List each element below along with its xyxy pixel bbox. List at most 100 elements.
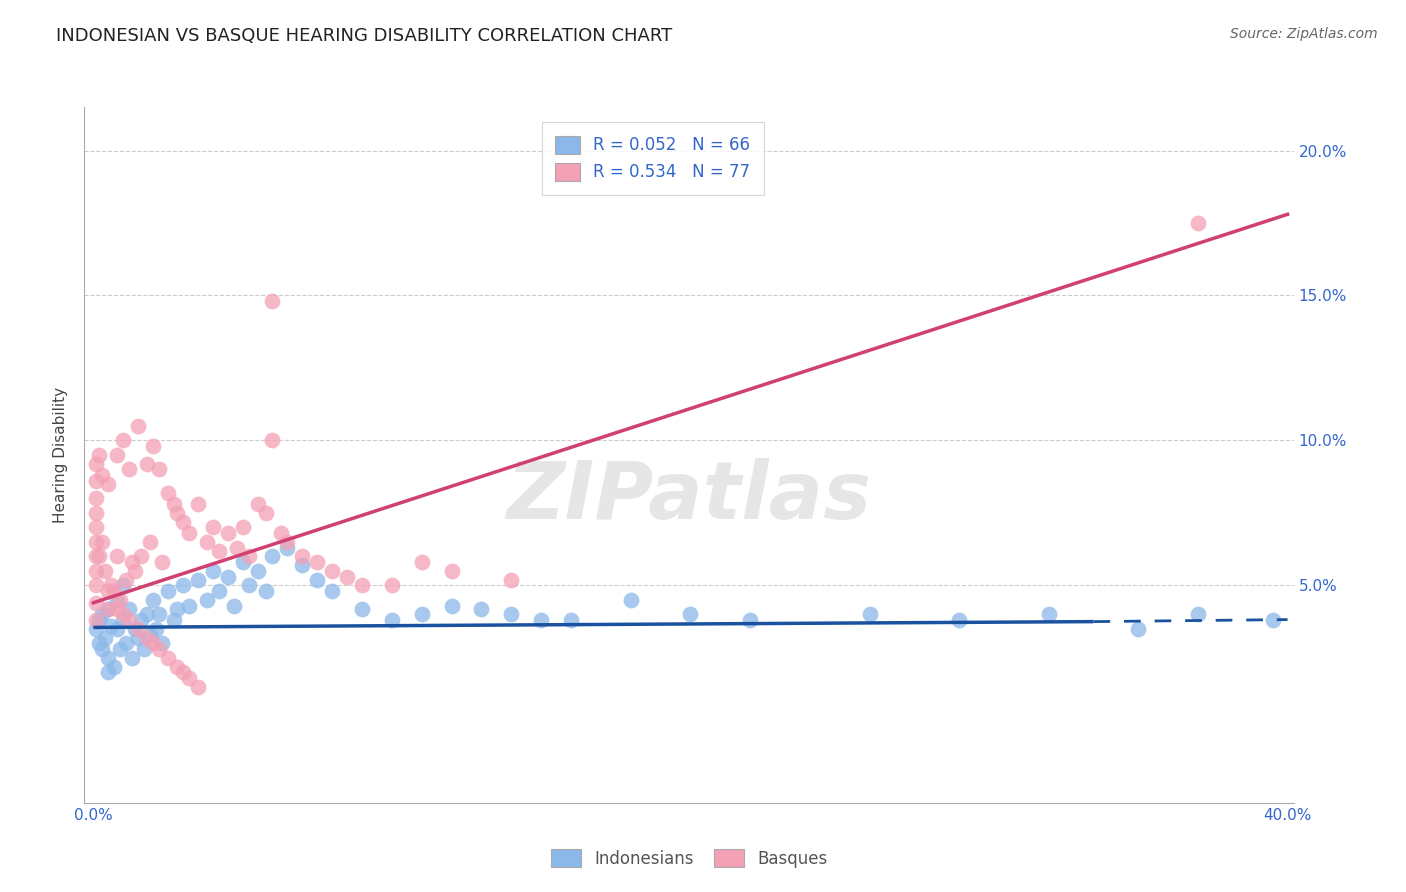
Point (156, 651, 179, 665)
Point (142, 592, 165, 607)
Point (177, 671, 200, 685)
Point (166, 659, 188, 673)
Point (291, 549, 314, 564)
Point (246, 564, 269, 578)
Point (679, 607, 702, 622)
Point (232, 555, 254, 569)
Point (163, 497, 186, 511)
Point (172, 578, 194, 592)
Point (307, 555, 329, 569)
Point (84, 520, 107, 534)
Point (501, 607, 523, 622)
Point (124, 564, 146, 578)
Point (150, 636, 173, 650)
Point (84, 474, 107, 488)
Point (440, 599, 463, 613)
Point (177, 599, 200, 613)
Point (105, 592, 128, 607)
Point (112, 434, 135, 448)
Point (350, 601, 373, 615)
Point (411, 555, 433, 569)
Point (1187, 216, 1209, 230)
Point (217, 570, 239, 584)
Point (195, 592, 218, 607)
Point (256, 584, 278, 599)
Point (217, 526, 239, 541)
Point (276, 534, 298, 549)
Point (105, 448, 128, 462)
Point (97, 601, 120, 615)
Point (89, 613, 111, 627)
Point (1038, 607, 1060, 622)
Point (124, 622, 146, 636)
Point (156, 485, 179, 500)
Point (530, 613, 553, 627)
Point (858, 607, 880, 622)
Point (262, 549, 284, 564)
Point (97, 476, 120, 491)
Point (232, 520, 254, 534)
Text: Source: ZipAtlas.com: Source: ZipAtlas.com (1230, 27, 1378, 41)
Point (321, 564, 343, 578)
Point (115, 636, 138, 650)
Point (84, 578, 107, 592)
Point (103, 659, 125, 673)
Point (740, 613, 762, 627)
Point (97, 665, 120, 680)
Point (1128, 622, 1150, 636)
Point (84, 613, 107, 627)
Point (136, 607, 159, 622)
Point (411, 607, 433, 622)
Point (121, 651, 143, 665)
Point (1261, 613, 1284, 627)
Point (166, 601, 188, 615)
Point (132, 642, 155, 657)
Point (501, 573, 523, 587)
Point (97, 584, 120, 599)
Text: INDONESIAN VS BASQUE HEARING DISABILITY CORRELATION CHART: INDONESIAN VS BASQUE HEARING DISABILITY … (56, 27, 672, 45)
Point (136, 457, 159, 471)
Point (103, 584, 125, 599)
Point (100, 619, 122, 633)
Point (270, 526, 292, 541)
Point (127, 631, 149, 645)
Point (84, 457, 107, 471)
Point (139, 628, 162, 642)
Point (262, 434, 284, 448)
Point (172, 665, 194, 680)
Point (108, 642, 131, 657)
Point (97, 601, 120, 615)
Point (1187, 607, 1209, 622)
Point (201, 520, 224, 534)
Point (148, 642, 170, 657)
Point (177, 526, 200, 541)
Point (276, 541, 298, 555)
Point (89, 448, 111, 462)
Point (208, 543, 231, 558)
Point (127, 419, 149, 434)
Point (127, 622, 149, 636)
Point (115, 573, 138, 587)
Point (187, 680, 209, 694)
Point (166, 506, 188, 520)
Text: ZIPatlas: ZIPatlas (506, 458, 872, 536)
Point (350, 578, 373, 592)
Point (89, 549, 111, 564)
Point (336, 570, 359, 584)
Point (91, 607, 114, 622)
Point (91, 468, 114, 483)
Point (307, 573, 329, 587)
Point (246, 497, 269, 511)
Point (84, 622, 107, 636)
Point (89, 636, 111, 650)
Point (100, 578, 122, 592)
Point (129, 613, 152, 627)
Point (195, 534, 218, 549)
Point (142, 439, 165, 453)
Point (112, 607, 135, 622)
Point (91, 534, 114, 549)
Point (291, 558, 314, 573)
Point (262, 294, 284, 309)
Point (225, 541, 247, 555)
Point (118, 613, 141, 627)
